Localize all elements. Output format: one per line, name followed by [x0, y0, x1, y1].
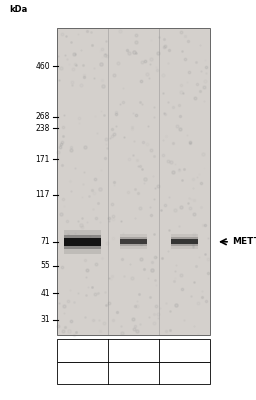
Bar: [120, 234, 147, 249]
Bar: [171, 239, 198, 244]
Bar: [64, 238, 101, 246]
Text: 238: 238: [36, 124, 50, 132]
Bar: [64, 230, 101, 254]
Bar: [171, 239, 198, 244]
Text: Jurkat: Jurkat: [171, 368, 198, 378]
Text: 50: 50: [128, 346, 139, 355]
Bar: [120, 237, 147, 246]
Bar: [57, 362, 210, 384]
Text: METTL13: METTL13: [232, 237, 256, 246]
Text: kDa: kDa: [9, 6, 27, 14]
Bar: [64, 235, 101, 249]
Text: 50: 50: [179, 346, 190, 355]
Text: 171: 171: [36, 155, 50, 164]
Text: 41: 41: [40, 289, 50, 298]
Text: HeLa: HeLa: [71, 368, 94, 378]
Text: 71: 71: [40, 237, 50, 246]
Bar: [57, 28, 210, 335]
Bar: [64, 238, 101, 246]
Bar: [57, 28, 210, 335]
Text: 293T: 293T: [122, 368, 145, 378]
Text: 50: 50: [77, 346, 88, 355]
Text: 268: 268: [36, 112, 50, 122]
Text: 55: 55: [40, 261, 50, 270]
Text: 117: 117: [36, 190, 50, 199]
Bar: [120, 239, 147, 244]
Bar: [57, 339, 210, 362]
Bar: [171, 237, 198, 246]
Bar: [171, 234, 198, 249]
Text: 31: 31: [40, 315, 50, 324]
Bar: [120, 239, 147, 244]
Text: 460: 460: [35, 62, 50, 71]
